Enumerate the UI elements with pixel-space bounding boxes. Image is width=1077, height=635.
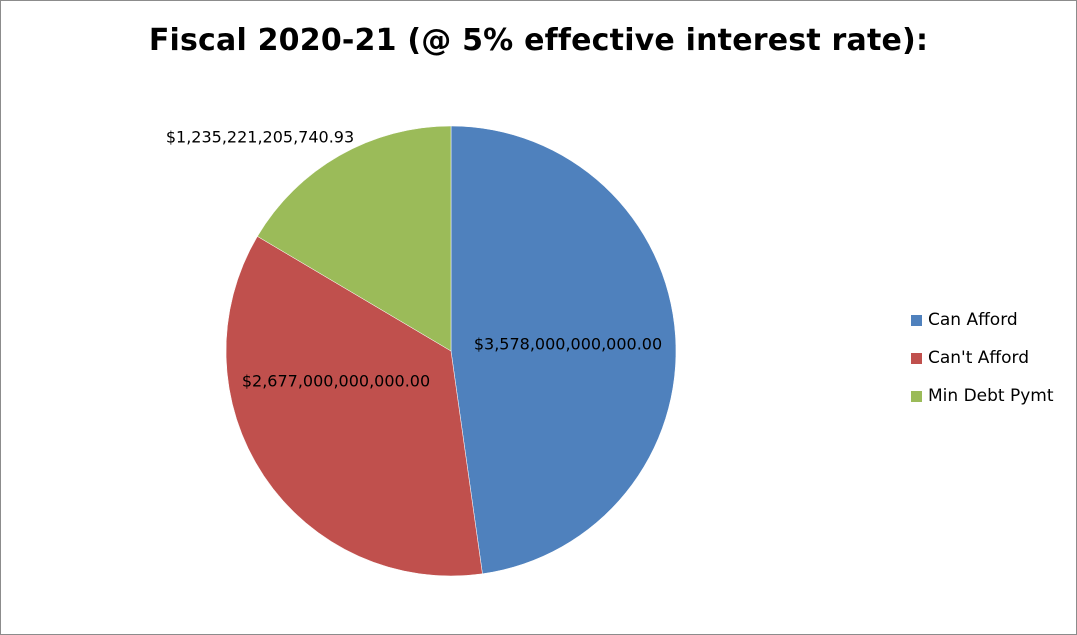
pie-slice-can-t-afford	[225, 236, 483, 577]
data-label-min-debt-pymt: $1,235,221,205,740.93	[166, 128, 354, 147]
legend-swatch	[911, 390, 922, 402]
data-label-can-afford: $3,578,000,000,000.00	[474, 335, 662, 354]
pie-slice-can-afford	[450, 125, 677, 575]
pie-slice-min-debt-pymt	[257, 125, 452, 352]
legend-swatch	[911, 352, 922, 364]
chart-title: Fiscal 2020-21 (@ 5% effective interest …	[148, 23, 929, 58]
legend-item-can-afford: Can Afford	[911, 301, 1054, 339]
legend-item-min-debt-pymt: Min Debt Pymt	[911, 377, 1054, 415]
legend-item-cant-afford: Can't Afford	[911, 339, 1054, 377]
legend-label: Can Afford	[928, 310, 1018, 330]
chart-legend: Can Afford Can't Afford Min Debt Pymt	[911, 301, 1054, 415]
legend-label: Min Debt Pymt	[928, 386, 1054, 406]
legend-label: Can't Afford	[928, 348, 1030, 368]
legend-swatch	[911, 314, 922, 326]
data-label-can-t-afford: $2,677,000,000,000.00	[242, 372, 430, 391]
